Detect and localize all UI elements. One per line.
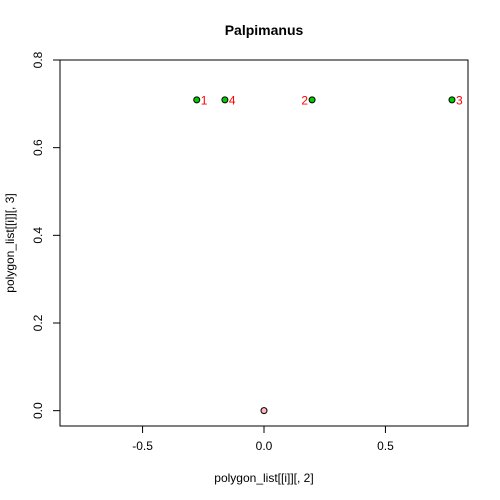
y-tick-label: 0.8 [31,51,45,68]
y-tick-label: 0.6 [31,139,45,156]
point-label: 4 [229,93,236,107]
point-label: 3 [456,93,463,107]
y-axis-label: polygon_list[[i]][, 3] [3,193,17,292]
data-point [309,97,315,103]
x-axis-label: polygon_list[[i]][, 2] [214,471,313,485]
y-tick-label: 0.0 [31,402,45,419]
y-tick-label: 0.4 [31,227,45,244]
x-tick-label: -0.5 [132,439,153,453]
data-point [449,97,455,103]
data-point [222,97,228,103]
y-tick-label: 0.2 [31,314,45,331]
point-label: 2 [301,93,308,107]
data-point [194,97,200,103]
data-point [261,408,267,414]
chart-title: Palpimanus [225,22,304,38]
point-label: 1 [201,93,208,107]
x-tick-label: 0.0 [256,439,273,453]
x-tick-label: 0.5 [377,439,394,453]
